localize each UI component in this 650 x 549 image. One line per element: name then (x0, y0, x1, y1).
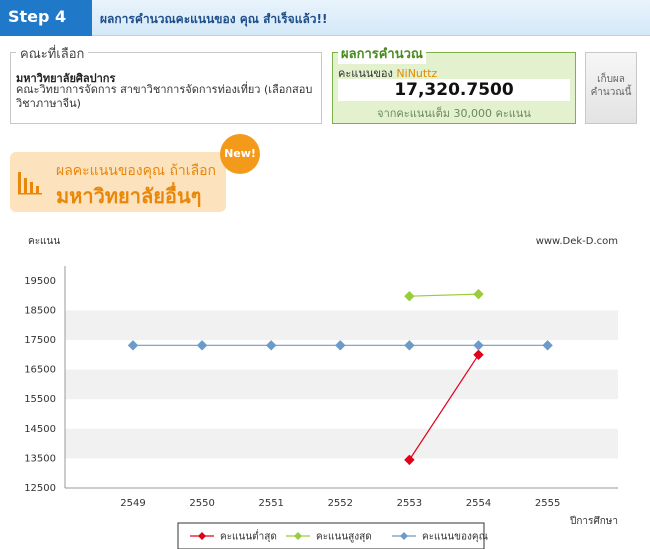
chart-grid-band (65, 369, 618, 400)
header-strip (92, 0, 650, 36)
chart-data-point (196, 340, 208, 351)
banner-line2[interactable]: มหาวิทยาลัยอื่นๆ (56, 184, 202, 208)
chart-data-point (335, 340, 346, 351)
result-username: NiNuttz (396, 67, 438, 80)
result-legend: ผลการคำนวณ (338, 43, 426, 64)
chart-x-tick-label: 2555 (535, 498, 560, 509)
chart-data-point (473, 340, 484, 351)
chart-x-tick-label: 2552 (328, 498, 353, 509)
page-title: ผลการคำนวณคะแนนของ คุณ สำเร็จแล้ว!! (100, 12, 328, 26)
chart-legend-label: คะแนนสูงสุด (316, 532, 372, 543)
header-bar: Step 4 ผลการคำนวณคะแนนของ คุณ สำเร็จแล้ว… (0, 0, 650, 36)
chart-legend-marker (294, 532, 302, 540)
chart-x-axis-label: ปีการศึกษา (569, 515, 618, 527)
chart-data-point (473, 288, 484, 300)
chart-data-point (265, 340, 277, 351)
chart-y-tick-label: 18500 (24, 305, 56, 316)
other-universities-banner[interactable] (10, 152, 226, 212)
chart-y-tick-label: 12500 (24, 483, 56, 494)
result-score: 17,320.7500 (338, 79, 570, 101)
chart-y-tick-label: 15500 (24, 394, 56, 405)
step-label: Step 4 (8, 7, 67, 26)
faculty-box (10, 52, 322, 124)
save-result-button[interactable]: เก็บผลคำนวณนี้ (585, 52, 637, 124)
chart-data-point (404, 290, 415, 302)
faculty-detail: คณะวิทยาการจัดการ สาขาวิชาการจัดการท่องเ… (16, 83, 313, 110)
chart-legend-label: คะแนนของคุณ (422, 532, 488, 543)
chart-x-tick-label: 2551 (258, 498, 283, 509)
chart-data-point (473, 349, 484, 361)
chart-legend-marker (400, 532, 408, 540)
chart-series-line (408, 354, 480, 461)
chart-data-point (542, 340, 553, 351)
chart-data-point (404, 454, 415, 466)
bar-chart-icon (18, 172, 42, 195)
chart-grid-band (65, 428, 618, 459)
chart-x-tick-label: 2549 (120, 498, 145, 509)
chart-x-tick-label: 2550 (189, 498, 214, 509)
banner-line1[interactable]: ผลคะแนนของคุณ ถ้าเลือก (56, 163, 217, 179)
new-badge: New! (220, 134, 260, 174)
chart-watermark: www.Dek-D.com (536, 236, 618, 247)
chart-y-tick-label: 19500 (24, 276, 56, 287)
result-max-score: จากคะแนนเต็ม 30,000 คะแนน (377, 107, 531, 120)
chart-legend-label: คะแนนต่ำสุด (220, 529, 277, 543)
result-label: คะแนนของ NiNuttz (338, 64, 437, 82)
chart-data-point (404, 340, 415, 351)
chart-y-tick-label: 13500 (24, 453, 56, 464)
chart-y-axis-label: คะแนน (28, 236, 60, 247)
chart-x-tick-label: 2553 (397, 498, 422, 509)
chart-grid-band (65, 310, 618, 340)
result-label-text: คะแนนของ (338, 67, 393, 80)
chart-data-point (127, 340, 139, 351)
chart-x-tick-label: 2554 (466, 498, 491, 509)
chart-legend (177, 522, 485, 549)
faculty-university: มหาวิทยาลัยศิลปากร (16, 72, 116, 85)
chart-y-tick-label: 17500 (24, 335, 56, 346)
chart-legend-marker (198, 532, 206, 540)
faculty-legend: คณะที่เลือก (16, 43, 89, 64)
chart-y-tick-label: 14500 (24, 424, 56, 435)
score-history-chart: 12500 13500 14500 15500 16500 17500 18500 19500… (24, 236, 618, 549)
chart-series-line (409, 293, 479, 297)
chart-y-tick-label: 16500 (24, 365, 56, 376)
step-tab: Step 4 (0, 0, 102, 36)
